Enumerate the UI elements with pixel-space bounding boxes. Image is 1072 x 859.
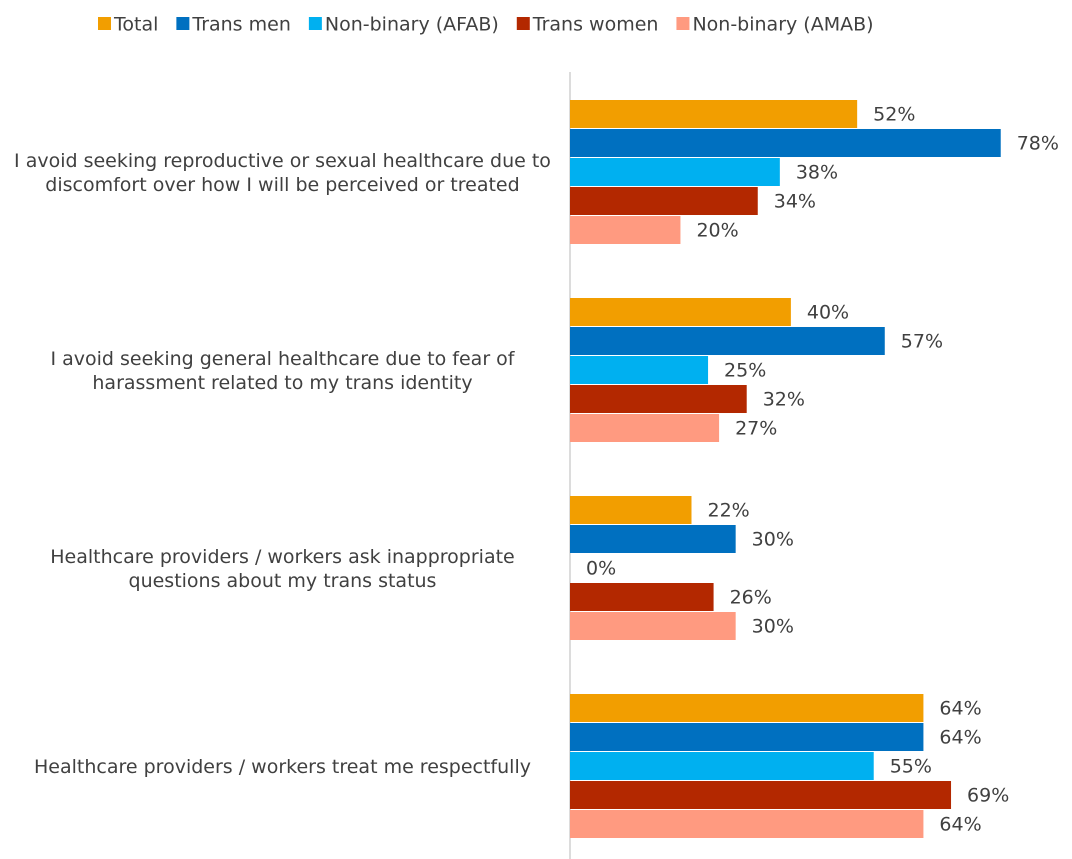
bar [570,781,952,809]
bar [570,158,780,186]
legend-label: Trans women [532,14,659,36]
bar [570,752,874,780]
bar [570,723,924,751]
value-label: 64% [939,814,981,836]
value-label: 30% [752,529,794,551]
value-label: 22% [707,500,749,522]
bar [570,129,1001,157]
value-label: 32% [763,389,805,411]
value-label: 20% [696,220,738,242]
category-label: I avoid seeking reproductive or sexual h… [14,149,551,196]
bar [570,810,924,838]
bar [570,414,720,442]
value-label: 27% [735,418,777,440]
bar [570,525,736,553]
value-label: 64% [939,698,981,720]
value-label: 0% [586,558,616,580]
value-label: 69% [967,785,1009,807]
value-label: 52% [873,104,915,126]
bar [570,612,736,640]
value-label: 55% [890,756,932,778]
legend-swatch [516,17,530,30]
bar [570,583,714,611]
legend-swatch [98,17,111,30]
bar [570,187,758,215]
legend-swatch [176,17,190,30]
bar [570,385,747,413]
value-label: 38% [796,162,838,184]
legend-label: Total [113,14,158,36]
bar [570,694,924,722]
bar [570,327,885,355]
legend-swatch [308,17,322,30]
value-label: 57% [901,331,943,353]
value-label: 64% [939,727,981,749]
value-label: 78% [1017,133,1059,155]
legend-label: Non-binary (AFAB) [325,14,499,36]
value-label: 40% [807,302,849,324]
legend-swatch [676,17,690,30]
bar [570,216,681,244]
bar [570,496,692,524]
value-label: 26% [730,587,772,609]
bar [570,298,791,326]
bar [570,356,709,384]
legend-label: Non-binary (AMAB) [692,14,873,36]
category-label: I avoid seeking general healthcare due t… [50,347,515,394]
value-label: 25% [724,360,766,382]
category-label: Healthcare providers / workers ask inapp… [50,545,515,592]
legend-label: Trans men [191,14,291,36]
category-label: Healthcare providers / workers treat me … [34,755,531,778]
value-label: 34% [774,191,816,213]
value-label: 30% [752,616,794,638]
bar [570,100,858,128]
